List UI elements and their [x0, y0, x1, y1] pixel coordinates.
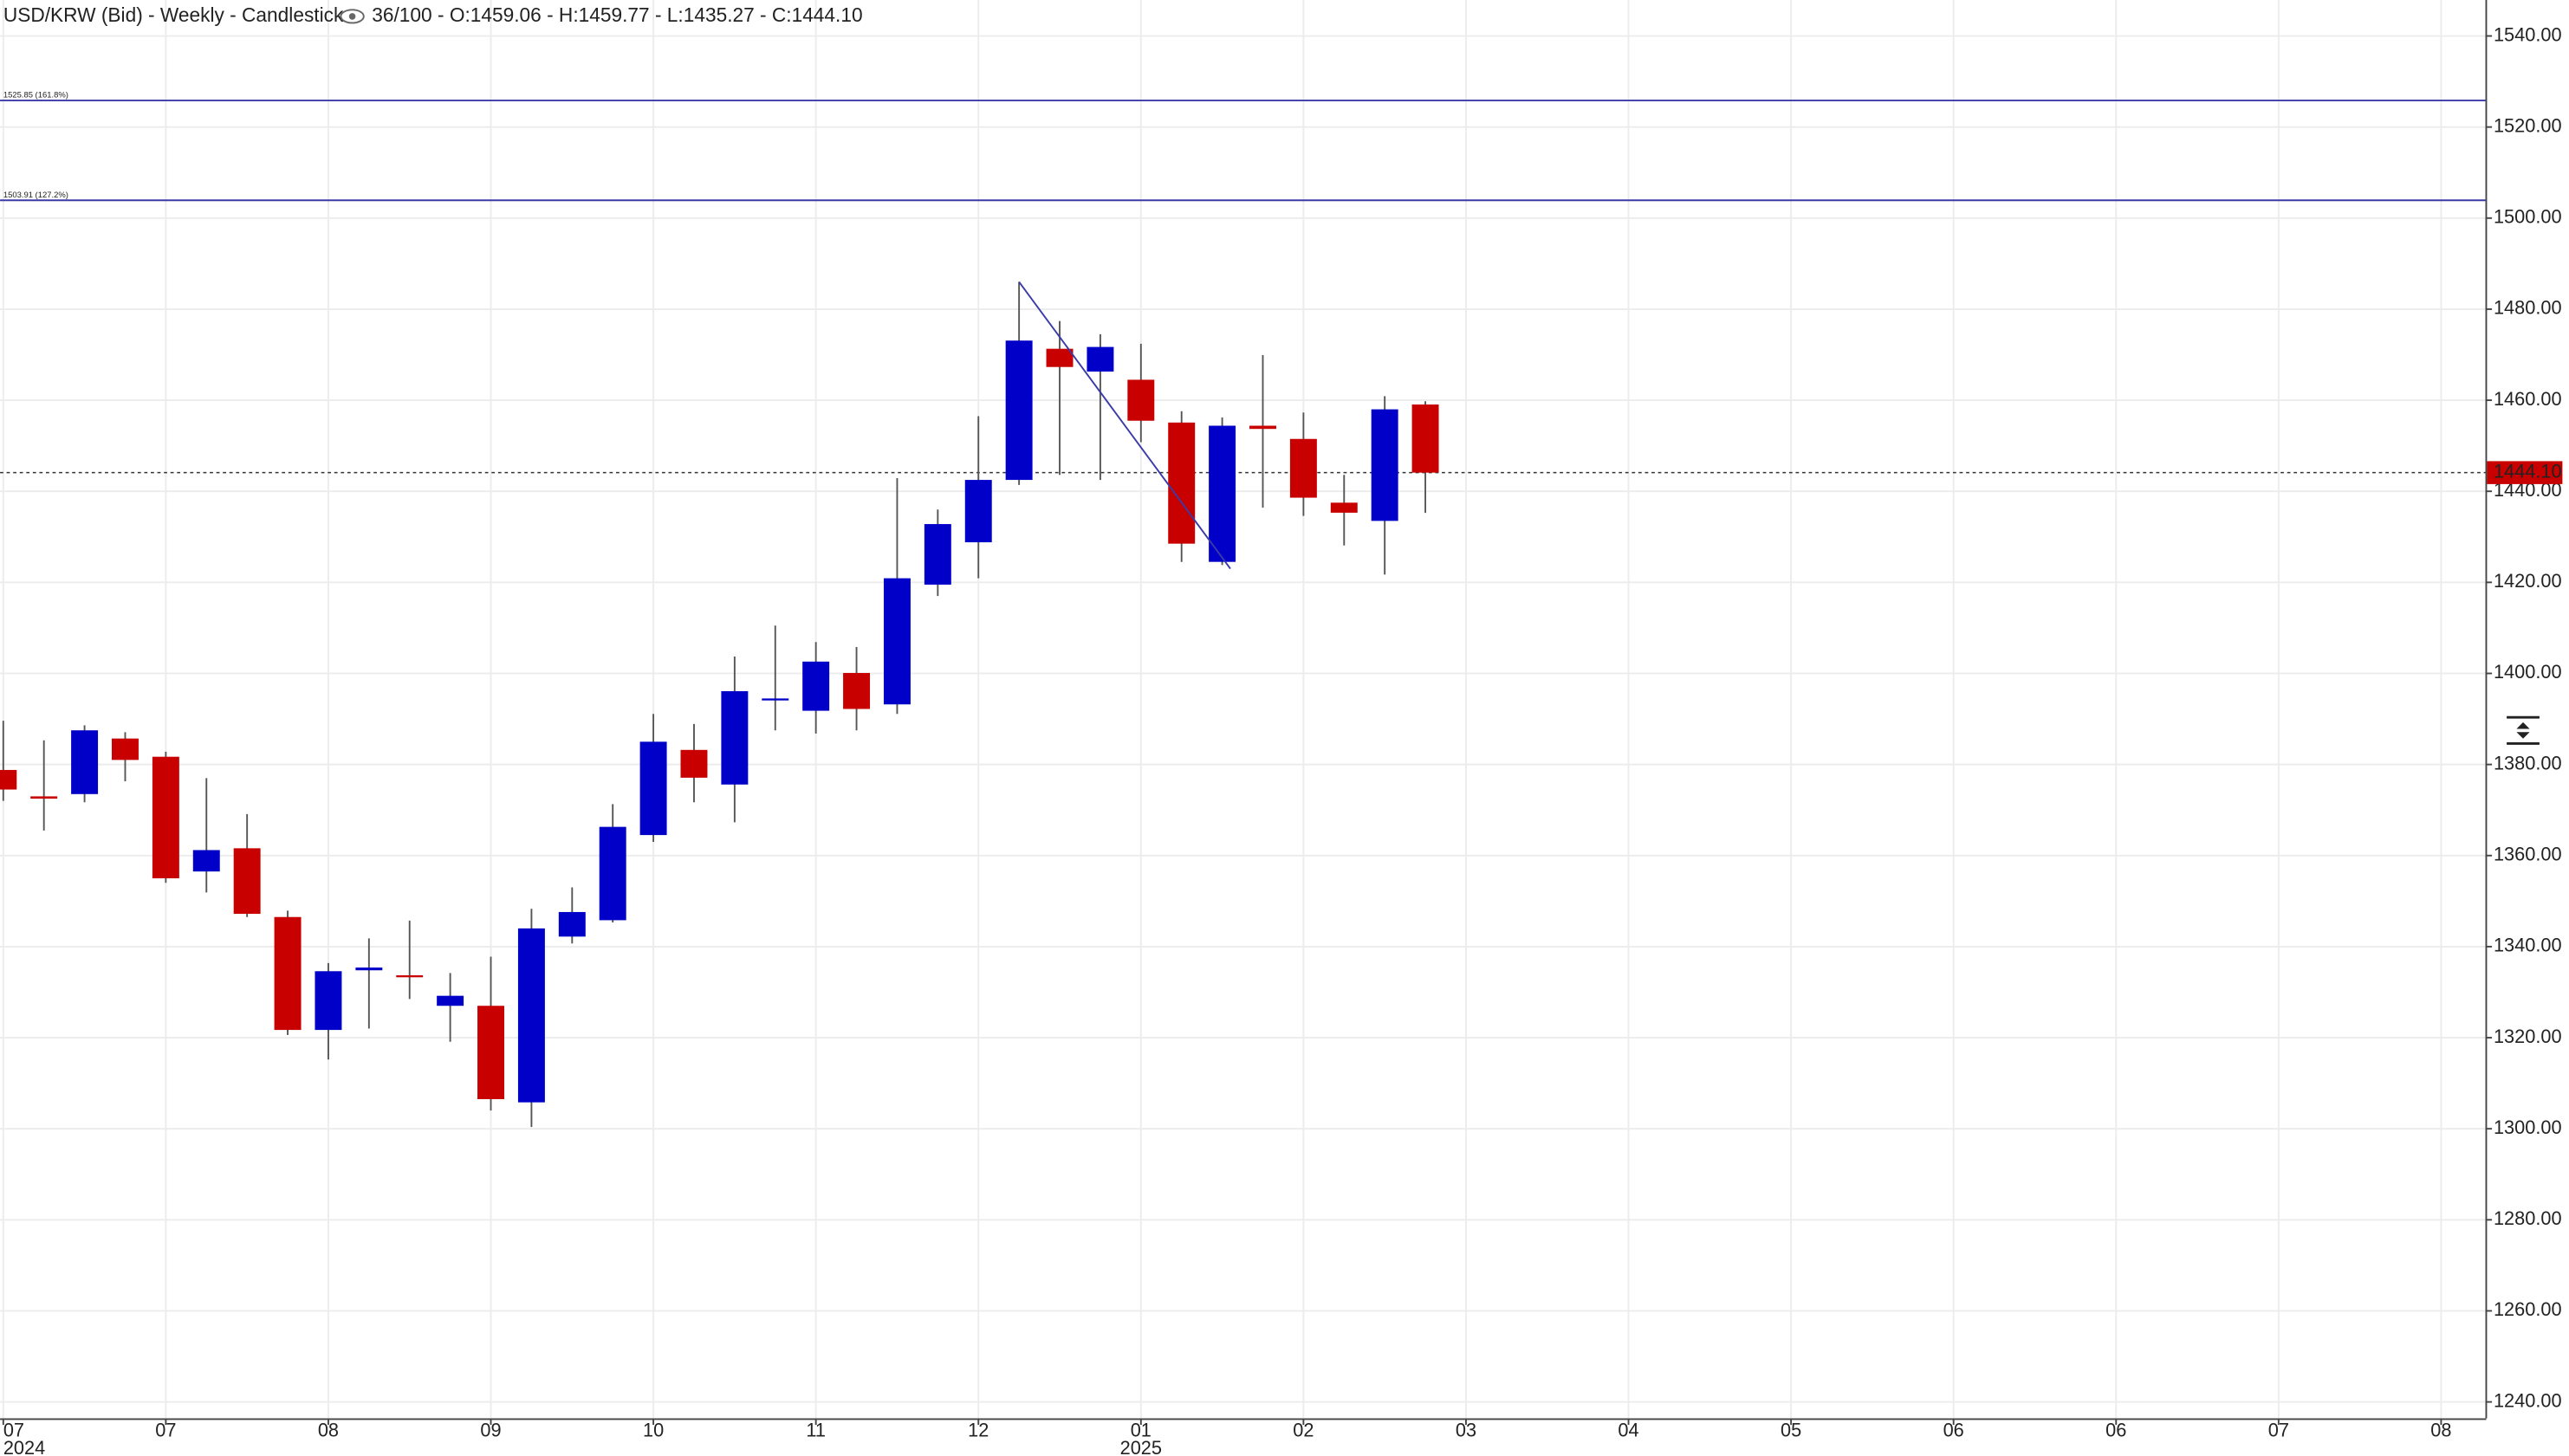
x-tick-label: 12 — [968, 1419, 989, 1440]
visibility-icon[interactable] — [340, 9, 365, 24]
candle-body — [1411, 404, 1439, 473]
candle-body — [1209, 425, 1236, 562]
plot: 1525.85 (161.8%) 1503.91 (127.2%) — [0, 91, 2486, 1128]
candle-body — [1249, 425, 1276, 430]
y-tick-label: 1540.00 — [2494, 23, 2562, 45]
candle-body — [192, 850, 220, 872]
candle-body — [558, 911, 586, 937]
y-tick-label: 1420.00 — [2494, 570, 2562, 592]
y-tick-label: 1280.00 — [2494, 1207, 2562, 1229]
x-tick-label: 06 — [2105, 1419, 2126, 1440]
x-tick-label: 07 — [2268, 1419, 2289, 1440]
candle-body — [71, 730, 99, 794]
y-tick-label: 1320.00 — [2494, 1026, 2562, 1047]
scale-button[interactable] — [2507, 715, 2540, 745]
candle-body — [1005, 340, 1033, 481]
candle-body — [30, 796, 58, 799]
x-tick-label: 08 — [2430, 1419, 2451, 1440]
candle-body — [396, 975, 424, 978]
icon-arrows — [2516, 722, 2530, 739]
candle-body — [1371, 409, 1398, 521]
x-tick-label: 02 — [1293, 1419, 1314, 1440]
candle-body — [477, 1006, 504, 1100]
y-tick-label: 1500.00 — [2494, 206, 2562, 228]
y-tick-label: 1460.00 — [2494, 388, 2562, 410]
candle-body — [233, 848, 261, 915]
x-tick-label: 07 — [155, 1419, 176, 1440]
candle-body — [355, 967, 383, 971]
last-price-badge — [2487, 461, 2563, 484]
candle-body — [112, 738, 139, 760]
candle-body — [762, 698, 789, 701]
candle-body — [883, 578, 911, 705]
candle-body — [599, 826, 626, 921]
candle-body — [721, 690, 749, 785]
y-tick-label: 1480.00 — [2494, 297, 2562, 319]
candle-body — [152, 756, 179, 879]
y-tick-label: 1340.00 — [2494, 935, 2562, 956]
y-tick-label: 1520.00 — [2494, 114, 2562, 136]
x-tick-label: 01 — [1131, 1419, 1152, 1440]
header-stats: 36/100 - O:1459.06 - H:1459.77 - L:1435.… — [372, 3, 862, 26]
x-tick-label: 04 — [1618, 1419, 1638, 1440]
y-tick-label: 1380.00 — [2494, 752, 2562, 773]
fib-trendline — [1018, 281, 1231, 570]
x-year-label: 2024 — [3, 1437, 45, 1456]
candle-body — [517, 928, 545, 1103]
fib-level-label: 1525.85 (161.8%) — [3, 91, 68, 100]
candle-body — [274, 916, 302, 1031]
last-price-label: 1444.10 — [2494, 460, 2562, 482]
candle-body — [680, 749, 708, 778]
y-tick-label: 1300.00 — [2494, 1116, 2562, 1138]
candle-body — [1168, 422, 1196, 544]
x-tick-label: 07 — [3, 1419, 24, 1440]
candle-body — [639, 741, 667, 836]
x-tick-label: 03 — [1456, 1419, 1476, 1440]
x-year-label: 2025 — [1120, 1437, 1162, 1456]
x-tick-label: 05 — [1781, 1419, 1801, 1440]
candle-body — [1127, 379, 1155, 421]
x-tick-label: 10 — [643, 1419, 664, 1440]
x-tick-label: 09 — [480, 1419, 501, 1440]
candle-body — [924, 524, 951, 585]
y-tick-label: 1400.00 — [2494, 661, 2562, 683]
candle-body — [1046, 348, 1074, 367]
candle-body — [1087, 346, 1114, 372]
candle-body — [0, 769, 17, 790]
eye-outline — [340, 9, 365, 24]
fib-level-label: 1503.91 (127.2%) — [3, 191, 68, 200]
y-tick-label: 1260.00 — [2494, 1298, 2562, 1320]
candle-body — [802, 661, 830, 711]
eye-pupil — [348, 13, 356, 20]
x-tick-label: 06 — [1943, 1419, 1964, 1440]
chart-title: USD/KRW (Bid) - Weekly - Candlestick — [3, 3, 344, 26]
candle-body — [1289, 438, 1317, 498]
candle-body — [843, 672, 871, 709]
candle-body — [437, 995, 464, 1006]
y-tick-label: 1240.00 — [2494, 1389, 2562, 1411]
candle-body — [964, 480, 992, 543]
candle-body — [1330, 502, 1358, 513]
candle-body — [315, 971, 342, 1031]
y-tick-label: 1360.00 — [2494, 844, 2562, 865]
x-tick-label: 11 — [806, 1419, 826, 1440]
x-tick-label: 08 — [318, 1419, 339, 1440]
